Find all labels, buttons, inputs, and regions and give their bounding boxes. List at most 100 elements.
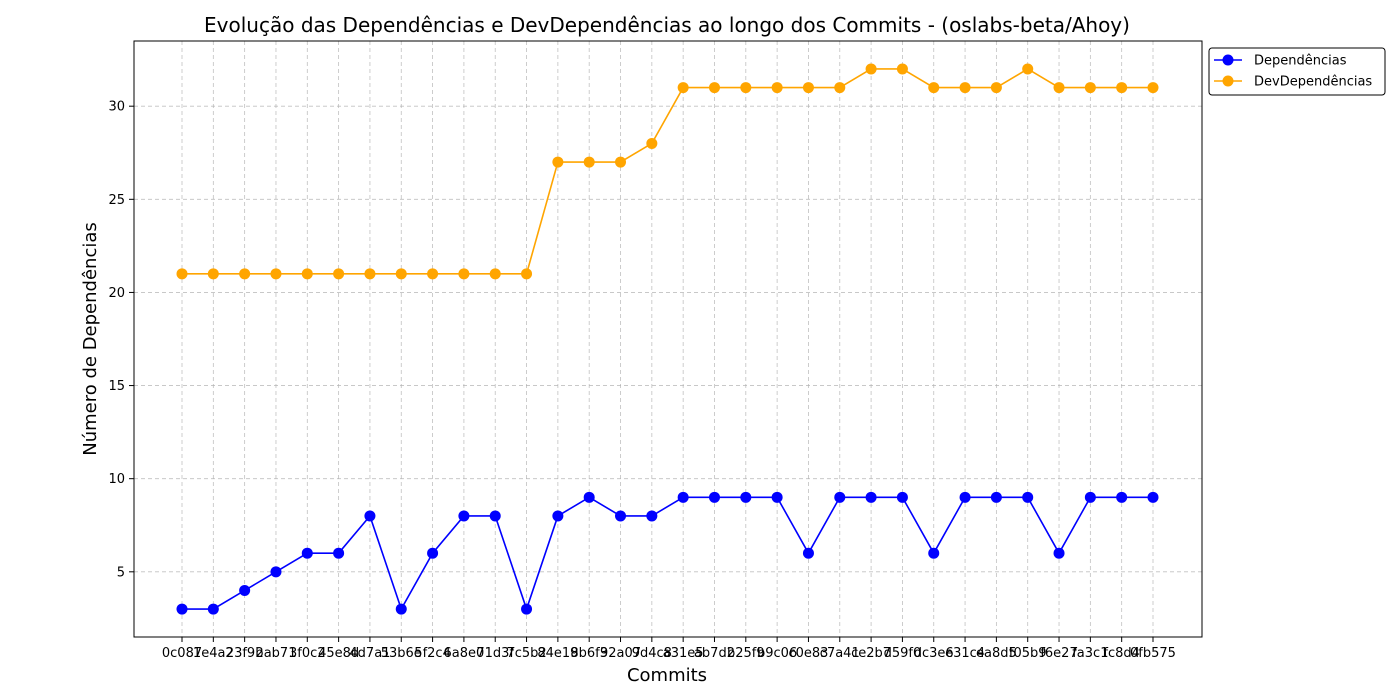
x-tick-label: ea8d5 [976, 646, 1017, 661]
data-point [395, 603, 407, 615]
data-point [489, 510, 501, 522]
data-point [1053, 547, 1065, 559]
data-point [364, 510, 376, 522]
data-point [1147, 82, 1159, 94]
data-point [740, 82, 752, 94]
data-point [959, 491, 971, 503]
data-point [489, 268, 501, 280]
data-point [395, 268, 407, 280]
x-tick-label: ab7d2 [694, 646, 735, 661]
data-point [615, 510, 627, 522]
data-point [458, 268, 470, 280]
data-point [708, 82, 720, 94]
data-point [677, 82, 689, 94]
x-tick-label: 0c087 [162, 646, 202, 661]
x-tick-label: f05b9 [1009, 646, 1047, 661]
data-point [677, 491, 689, 503]
data-point [333, 268, 345, 280]
x-tick-label: f6e27 [1040, 646, 1077, 661]
data-point [458, 510, 470, 522]
data-point [928, 82, 940, 94]
y-tick-label: 20 [108, 286, 125, 301]
x-tick-label: dc3e6 [914, 646, 954, 661]
legend-label: DevDependências [1254, 75, 1372, 90]
data-point [1022, 63, 1034, 75]
data-point [802, 547, 814, 559]
y-tick-label: 5 [117, 565, 125, 580]
data-point [427, 268, 439, 280]
x-tick-label: 4d7a1 [349, 646, 390, 661]
data-point [1116, 82, 1128, 94]
x-tick-label: e31c4 [945, 646, 985, 661]
data-point [896, 63, 908, 75]
y-tick-label: 25 [108, 193, 125, 208]
x-tick-label: 5f2c4 [414, 646, 451, 661]
chart-title: Evolução das Dependências e DevDependênc… [204, 13, 1130, 37]
x-tick-label: 71d3f [476, 646, 514, 661]
x-tick-label: c0e83 [788, 646, 828, 661]
legend-label: Dependências [1254, 54, 1347, 69]
x-tick-label: 53b6e [381, 646, 422, 661]
data-point [1084, 82, 1096, 94]
data-point [1116, 491, 1128, 503]
data-point [583, 491, 595, 503]
x-tick-label: 9d4c8 [632, 646, 672, 661]
data-point [364, 268, 376, 280]
data-point [239, 268, 251, 280]
data-point [583, 156, 595, 168]
data-point [646, 137, 658, 149]
data-point [896, 491, 908, 503]
legend-marker [1222, 75, 1234, 87]
x-tick-label: a31e5 [663, 646, 704, 661]
y-tick-label: 10 [108, 472, 125, 487]
data-point [1022, 491, 1034, 503]
x-tick-label: fc8d4 [1103, 646, 1140, 661]
x-tick-label: c7a41 [820, 646, 860, 661]
data-point [990, 491, 1002, 503]
x-tick-label: 84e19 [537, 646, 578, 661]
data-point [270, 566, 282, 578]
x-tick-label: fa3c1 [1072, 646, 1108, 661]
data-point [959, 82, 971, 94]
x-tick-label: 2ab71 [255, 646, 296, 661]
data-point [865, 491, 877, 503]
data-point [615, 156, 627, 168]
data-point [521, 603, 533, 615]
data-point [270, 268, 282, 280]
data-point [834, 82, 846, 94]
legend-marker [1222, 54, 1234, 66]
data-point [834, 491, 846, 503]
legend: Dependências DevDependências [1208, 47, 1386, 96]
x-tick-label: 23f9b [226, 646, 264, 661]
y-tick-label: 15 [108, 379, 125, 394]
data-point [333, 547, 345, 559]
data-point [239, 584, 251, 596]
data-point [990, 82, 1002, 94]
y-axis: 5 10 15 20 25 30 [108, 100, 134, 580]
series-layer [176, 63, 1159, 615]
x-axis-label: Commits [627, 665, 707, 686]
data-point [176, 603, 188, 615]
data-point [928, 547, 940, 559]
data-point [1147, 491, 1159, 503]
y-axis-label: Número de Dependências [80, 222, 101, 456]
data-point [802, 82, 814, 94]
x-tick-label: 3f0c2 [289, 646, 326, 661]
data-point [301, 268, 313, 280]
data-point [207, 603, 219, 615]
data-point [865, 63, 877, 75]
data-point [552, 510, 564, 522]
data-point [771, 82, 783, 94]
data-point [708, 491, 720, 503]
plot-frame [133, 40, 1203, 638]
y-tick-label: 30 [108, 100, 125, 115]
x-tick-label: 0fb575 [1130, 646, 1176, 661]
legend-box [1208, 47, 1386, 96]
x-tick-label: 1e4a2 [193, 646, 234, 661]
x-tick-label: d59f0 [884, 646, 922, 661]
data-point [207, 268, 219, 280]
data-point [1084, 491, 1096, 503]
x-tick-label: 7c5b2 [506, 646, 546, 661]
